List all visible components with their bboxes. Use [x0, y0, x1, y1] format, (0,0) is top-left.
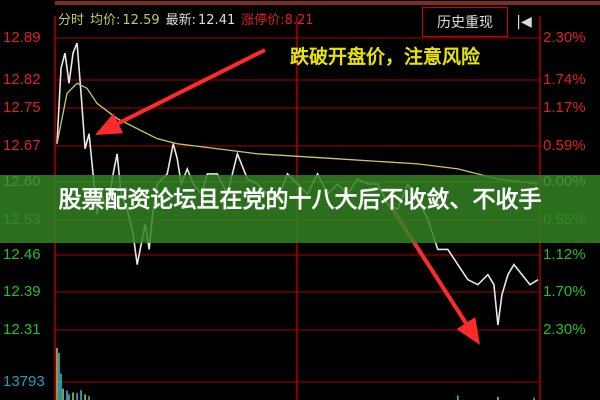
latest-value: 12.41: [198, 13, 236, 28]
y-left-tick: 12.39: [3, 283, 41, 300]
chart-header: 分时 均价: 12.59 最新: 12.41 涨停价:8.21: [58, 9, 320, 28]
avg-value: 12.59: [122, 13, 160, 28]
arrow-decline-head: [456, 317, 480, 345]
y-left-tick: 12.67: [3, 137, 41, 154]
latest-label: 最新:: [165, 13, 197, 28]
y-right-tick: 1.74%: [543, 71, 586, 88]
y-left-tick: 12.89: [3, 29, 41, 46]
avg-label: 均价:: [90, 13, 121, 28]
y-right-tick: 1.12%: [543, 246, 586, 263]
arrow-open-break-shaft: [117, 48, 266, 126]
risk-annotation: 跌破开盘价，注意风险: [290, 46, 481, 68]
history-replay-button[interactable]: 历史重现: [422, 7, 508, 37]
mode-label: 分时: [58, 13, 85, 28]
arrow-left-bar-icon: |◀: [516, 14, 532, 30]
y-right-tick: 2.30%: [543, 29, 586, 46]
arrow-open-break-head: [95, 113, 124, 135]
limit-price: 涨停价:8.21: [241, 13, 314, 28]
average-line: [56, 82, 539, 185]
y-left-tick: 12.46: [3, 246, 41, 263]
back-button[interactable]: |◀: [511, 7, 537, 37]
y-right-tick: 1.17%: [543, 99, 586, 116]
y-right-tick: 1.70%: [543, 283, 586, 300]
volume-label: 13793: [3, 373, 45, 390]
y-left-tick: 12.31: [3, 321, 41, 338]
y-right-tick: 2.30%: [543, 321, 586, 338]
headline-banner: 股票配资论坛且在党的十八大后不收敛、不收手: [0, 175, 600, 243]
y-left-tick: 12.82: [3, 71, 41, 88]
y-right-tick: 0.59%: [543, 137, 586, 154]
y-left-tick: 12.75: [3, 99, 41, 116]
